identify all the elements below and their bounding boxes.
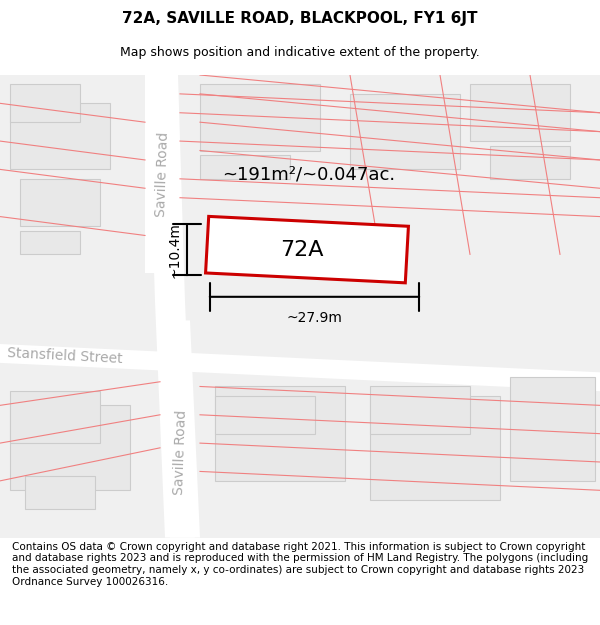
Bar bbox=[20, 179, 100, 226]
Polygon shape bbox=[145, 75, 175, 273]
Text: ~191m²/~0.047ac.: ~191m²/~0.047ac. bbox=[222, 165, 395, 183]
Bar bbox=[25, 476, 95, 509]
Text: ~10.4m: ~10.4m bbox=[168, 222, 182, 278]
Text: Saville Road: Saville Road bbox=[172, 410, 188, 496]
Bar bbox=[350, 94, 460, 169]
Bar bbox=[200, 155, 290, 179]
Polygon shape bbox=[148, 75, 195, 538]
Text: Stansfield Street: Stansfield Street bbox=[7, 346, 123, 366]
Bar bbox=[510, 377, 595, 481]
Bar bbox=[370, 386, 470, 434]
Text: Saville Road: Saville Road bbox=[154, 131, 170, 217]
Bar bbox=[10, 391, 100, 443]
Bar bbox=[200, 84, 320, 151]
Bar bbox=[206, 216, 409, 283]
Bar bbox=[20, 231, 80, 254]
Polygon shape bbox=[0, 344, 600, 391]
Text: 72A: 72A bbox=[280, 239, 324, 259]
Bar bbox=[10, 103, 110, 169]
Polygon shape bbox=[160, 321, 200, 538]
Bar bbox=[10, 406, 130, 490]
Bar bbox=[215, 396, 315, 434]
Text: ~27.9m: ~27.9m bbox=[287, 311, 343, 325]
Text: Contains OS data © Crown copyright and database right 2021. This information is : Contains OS data © Crown copyright and d… bbox=[12, 542, 588, 587]
Text: 72A, SAVILLE ROAD, BLACKPOOL, FY1 6JT: 72A, SAVILLE ROAD, BLACKPOOL, FY1 6JT bbox=[122, 11, 478, 26]
Bar bbox=[10, 84, 80, 122]
Bar bbox=[470, 84, 570, 141]
Bar bbox=[370, 396, 500, 500]
Bar bbox=[215, 386, 345, 481]
Text: Map shows position and indicative extent of the property.: Map shows position and indicative extent… bbox=[120, 46, 480, 59]
Bar bbox=[490, 146, 570, 179]
